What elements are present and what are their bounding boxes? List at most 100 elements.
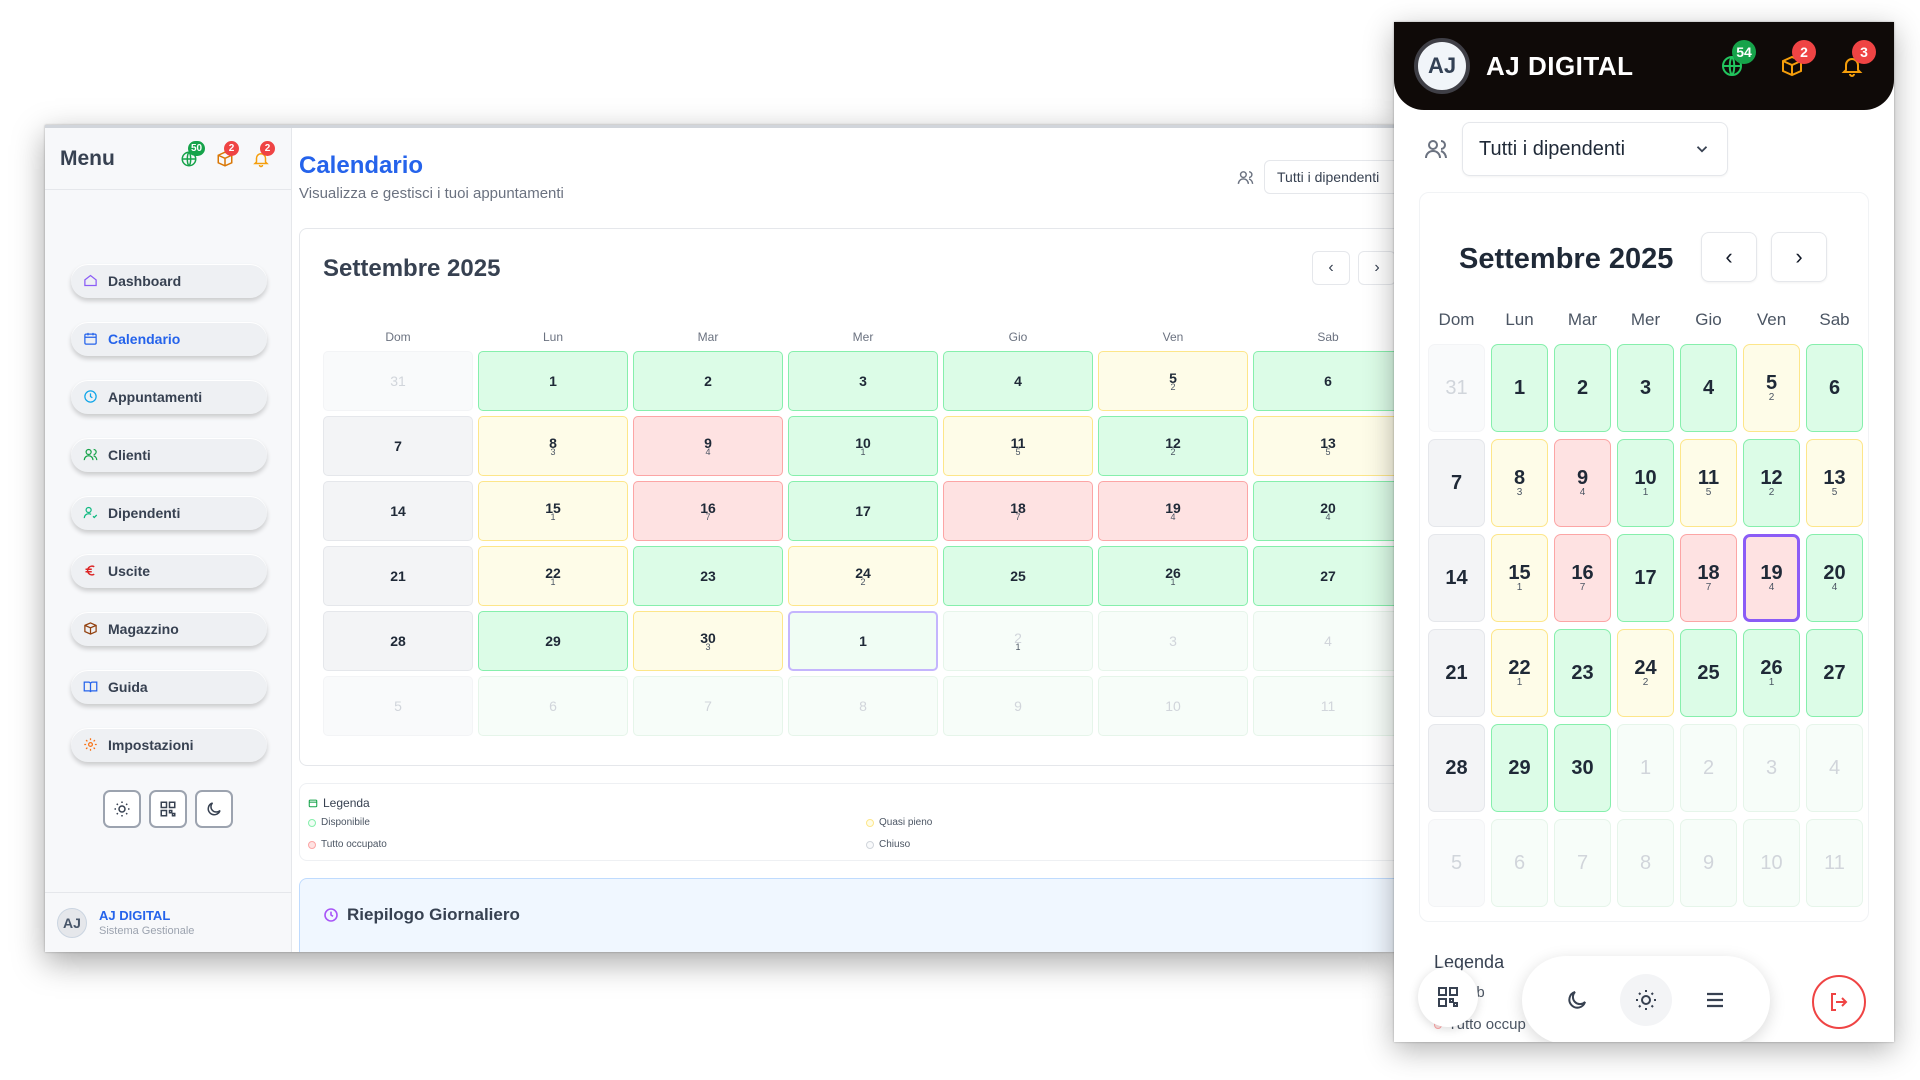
next-month-button[interactable]: › (1358, 251, 1395, 285)
sidebar-item-uscite[interactable]: Uscite (71, 554, 267, 588)
calendar-day[interactable]: 10 (1098, 676, 1248, 736)
calendar-day[interactable]: 30 3 (633, 611, 783, 671)
calendar-day[interactable]: 6 (1491, 819, 1548, 907)
calendar-day[interactable]: 2 (633, 351, 783, 411)
sidebar-item-magazzino[interactable]: Magazzino (71, 612, 267, 646)
employee-select[interactable]: Tutti i dipendenti (1462, 122, 1728, 176)
calendar-day[interactable]: 10 1 (1617, 439, 1674, 527)
calendar-day[interactable]: 14 (1428, 534, 1485, 622)
calendar-day[interactable]: 14 (323, 481, 473, 541)
sidebar-item-guida[interactable]: Guida (71, 670, 267, 704)
calendar-day[interactable]: 26 1 (1098, 546, 1248, 606)
calendar-day[interactable]: 7 (633, 676, 783, 736)
calendar-day[interactable]: 2 (1680, 724, 1737, 812)
globe-icon[interactable]: 50 (180, 140, 206, 168)
calendar-day[interactable]: 28 (323, 611, 473, 671)
calendar-day[interactable]: 5 (323, 676, 473, 736)
calendar-day[interactable]: 4 (1680, 344, 1737, 432)
calendar-day[interactable]: 11 5 (943, 416, 1093, 476)
dark-mode-button[interactable] (195, 790, 233, 828)
logout-button[interactable] (1812, 975, 1866, 1029)
calendar-day[interactable]: 10 1 (788, 416, 938, 476)
calendar-day[interactable]: 9 (943, 676, 1093, 736)
calendar-day[interactable]: 11 5 (1680, 439, 1737, 527)
box-icon[interactable]: 2 (1780, 40, 1816, 78)
calendar-day[interactable]: 18 7 (943, 481, 1093, 541)
calendar-day[interactable]: 28 (1428, 724, 1485, 812)
calendar-day[interactable]: 1 (1491, 344, 1548, 432)
calendar-day[interactable]: 19 4 (1743, 534, 1800, 622)
calendar-day[interactable]: 24 2 (788, 546, 938, 606)
calendar-day[interactable]: 2 (1554, 344, 1611, 432)
box-icon[interactable]: 2 (216, 140, 239, 168)
calendar-day[interactable]: 7 (1428, 439, 1485, 527)
calendar-day[interactable]: 23 (1554, 629, 1611, 717)
calendar-day[interactable]: 3 (1617, 344, 1674, 432)
calendar-day[interactable]: 13 5 (1253, 416, 1395, 476)
calendar-day[interactable]: 4 (1253, 611, 1395, 671)
calendar-day[interactable]: 17 (1617, 534, 1674, 622)
calendar-day[interactable]: 4 (943, 351, 1093, 411)
prev-month-button[interactable]: ‹ (1701, 232, 1757, 282)
calendar-day[interactable]: 29 (1491, 724, 1548, 812)
dark-mode-button[interactable] (1551, 974, 1603, 1026)
calendar-day[interactable]: 21 (1428, 629, 1485, 717)
calendar-day[interactable]: 6 (1806, 344, 1863, 432)
globe-icon[interactable]: 54 (1720, 40, 1756, 78)
sidebar-item-impostazioni[interactable]: Impostazioni (71, 728, 267, 762)
prev-month-button[interactable]: ‹ (1312, 251, 1350, 285)
calendar-day[interactable]: 17 (788, 481, 938, 541)
calendar-day[interactable]: 16 7 (1554, 534, 1611, 622)
calendar-day[interactable]: 7 (1554, 819, 1611, 907)
calendar-day[interactable]: 6 (1253, 351, 1395, 411)
avatar[interactable]: AJ (57, 907, 87, 938)
calendar-day[interactable]: 27 (1253, 546, 1395, 606)
bell-icon[interactable]: 3 (1840, 40, 1876, 78)
calendar-day[interactable]: 6 (478, 676, 628, 736)
calendar-day[interactable]: 25 (1680, 629, 1737, 717)
employee-select[interactable]: Tutti i dipendenti (1264, 160, 1395, 194)
calendar-day[interactable]: 22 1 (1491, 629, 1548, 717)
calendar-day[interactable]: 18 7 (1680, 534, 1737, 622)
calendar-day[interactable]: 12 2 (1098, 416, 1248, 476)
next-month-button[interactable]: › (1771, 232, 1827, 282)
light-mode-button[interactable] (1619, 974, 1672, 1026)
sidebar-item-clienti[interactable]: Clienti (71, 438, 267, 472)
calendar-day[interactable]: 26 1 (1743, 629, 1800, 717)
calendar-day[interactable]: 15 1 (1491, 534, 1548, 622)
calendar-day[interactable]: 8 (1617, 819, 1674, 907)
calendar-day[interactable]: 20 4 (1806, 534, 1863, 622)
calendar-day[interactable]: 12 2 (1743, 439, 1800, 527)
light-mode-button[interactable] (103, 790, 141, 828)
calendar-day[interactable]: 9 (1680, 819, 1737, 907)
calendar-day[interactable]: 13 5 (1806, 439, 1863, 527)
sidebar-item-dipendenti[interactable]: Dipendenti (71, 496, 267, 530)
calendar-day[interactable]: 29 (478, 611, 628, 671)
calendar-day[interactable]: 31 (323, 351, 473, 411)
calendar-day[interactable]: 11 (1806, 819, 1863, 907)
sidebar-item-appuntamenti[interactable]: Appuntamenti (71, 380, 267, 414)
calendar-day[interactable]: 19 4 (1098, 481, 1248, 541)
calendar-day[interactable]: 25 (943, 546, 1093, 606)
sidebar-item-dashboard[interactable]: Dashboard (71, 264, 267, 298)
calendar-day[interactable]: 20 4 (1253, 481, 1395, 541)
calendar-day[interactable]: 22 1 (478, 546, 628, 606)
calendar-day[interactable]: 1 (1617, 724, 1674, 812)
bell-icon[interactable]: 2 (252, 140, 275, 168)
brand-logo[interactable]: AJ (1414, 38, 1470, 94)
calendar-day[interactable]: 1 (788, 611, 938, 671)
calendar-day[interactable]: 7 (323, 416, 473, 476)
calendar-day[interactable]: 3 (1098, 611, 1248, 671)
calendar-day[interactable]: 24 2 (1617, 629, 1674, 717)
qr-code-button[interactable] (149, 790, 187, 828)
sidebar-item-calendario[interactable]: Calendario (71, 322, 267, 356)
calendar-day[interactable]: 30 (1554, 724, 1611, 812)
qr-code-button[interactable] (1418, 967, 1478, 1027)
